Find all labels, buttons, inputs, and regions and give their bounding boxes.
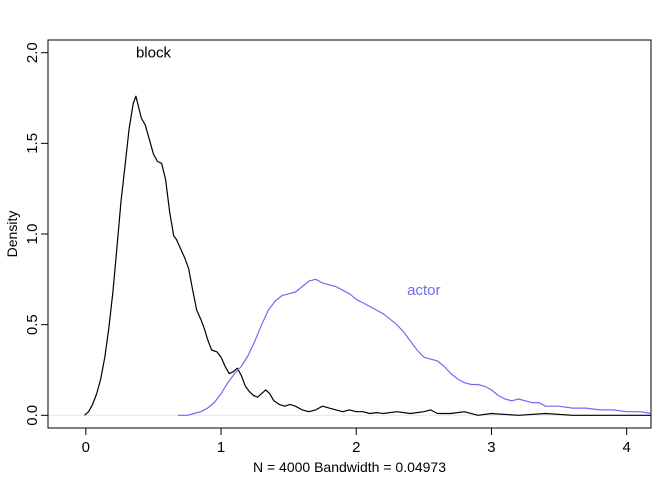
x-tick-label: 0 xyxy=(82,439,90,456)
x-tick-label: 2 xyxy=(352,439,360,456)
y-tick-label: 0.0 xyxy=(24,405,41,426)
x-tick-label: 3 xyxy=(487,439,495,456)
x-tick-label: 1 xyxy=(217,439,225,456)
y-axis-title: Density xyxy=(4,211,20,258)
series-layer: block actor xyxy=(84,45,651,416)
y-axis: 0.0 0.5 1.0 1.5 2.0 xyxy=(24,42,49,426)
series-label-actor: actor xyxy=(407,282,440,299)
series-label-block: block xyxy=(136,45,172,62)
x-tick-label: 4 xyxy=(622,439,630,456)
y-tick-label: 0.5 xyxy=(24,314,41,335)
y-tick-label: 1.5 xyxy=(24,133,41,154)
plot-frame xyxy=(47,39,652,429)
series-line-actor xyxy=(177,278,651,416)
x-axis: 0 1 2 3 4 xyxy=(82,427,631,456)
y-tick-label: 2.0 xyxy=(24,42,41,63)
x-axis-title: N = 4000 Bandwidth = 0.04973 xyxy=(253,459,446,475)
series-line-block xyxy=(84,95,651,416)
y-tick-label: 1.0 xyxy=(24,224,41,245)
